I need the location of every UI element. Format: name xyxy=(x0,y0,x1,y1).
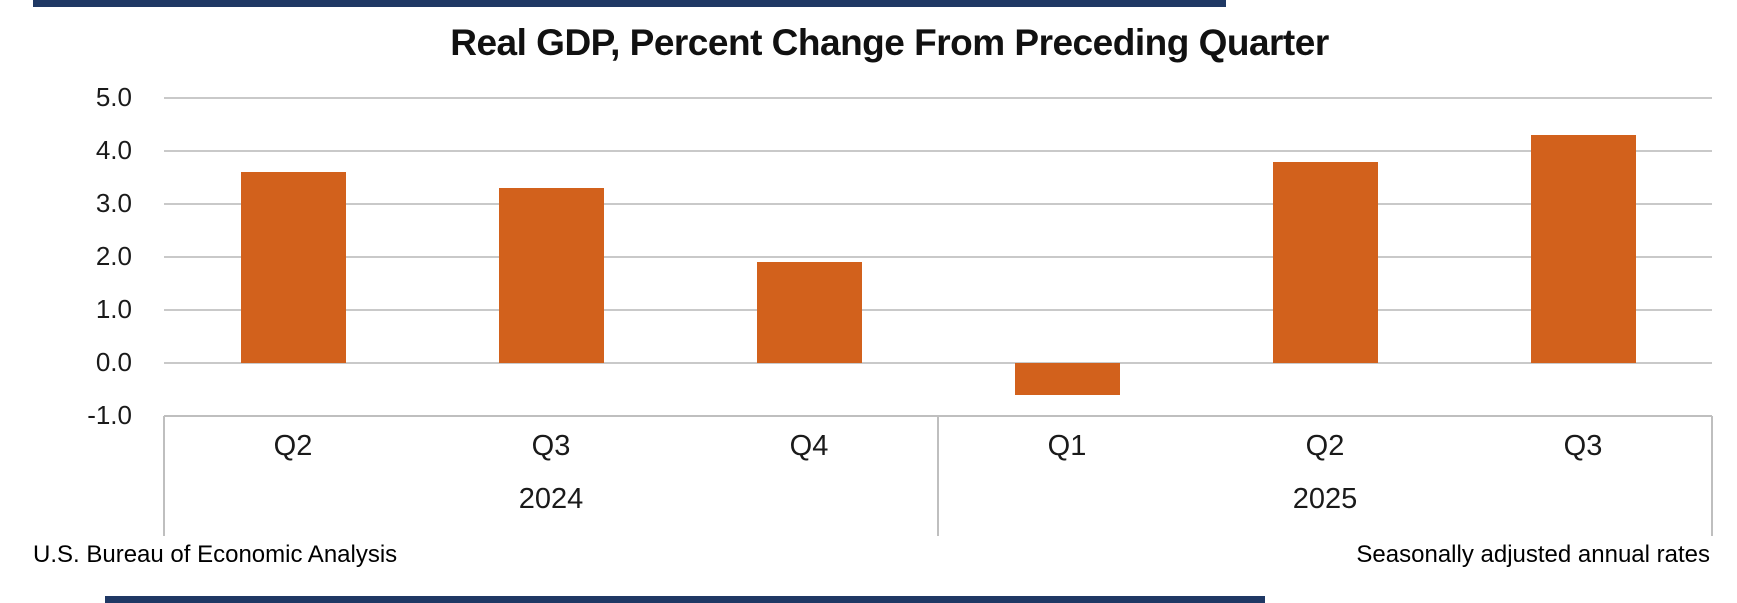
category-axis-divider xyxy=(937,416,939,536)
source-note: U.S. Bureau of Economic Analysis xyxy=(33,541,398,568)
bar-q2-2025 xyxy=(1272,161,1378,363)
bar-q1-2025 xyxy=(1014,363,1120,395)
y-axis-tick-label: -1.0 xyxy=(87,400,132,430)
y-axis-tick-label: 4.0 xyxy=(95,135,132,165)
bar-q3-2025 xyxy=(1530,135,1636,363)
x-axis-year-label: 2024 xyxy=(518,483,584,515)
y-axis-tick-label: 1.0 xyxy=(95,294,132,324)
gridline-3.0 xyxy=(164,203,1712,205)
x-axis-quarter-label: Q3 xyxy=(531,430,571,462)
x-axis-quarter-label: Q2 xyxy=(273,430,313,462)
gridline-0.0 xyxy=(164,362,1712,364)
bottom-navy-rule xyxy=(105,596,1265,603)
y-axis-tick-label: 2.0 xyxy=(95,241,132,271)
y-axis-tick-label: 0.0 xyxy=(95,347,132,377)
gridline-5.0 xyxy=(164,97,1712,99)
x-axis-quarter-label: Q4 xyxy=(789,430,829,462)
x-axis-quarter-label: Q2 xyxy=(1305,430,1345,462)
category-axis-divider xyxy=(163,416,165,536)
top-navy-rule xyxy=(33,0,1226,7)
y-axis-tick-label: 3.0 xyxy=(95,188,132,218)
gridline-1.0 xyxy=(164,309,1712,311)
gridline-2.0 xyxy=(164,256,1712,258)
chart-title: Real GDP, Percent Change From Preceding … xyxy=(450,22,1329,63)
x-axis-year-label: 2025 xyxy=(1292,483,1358,515)
bar-q2-2024 xyxy=(240,172,346,363)
gridline-4.0 xyxy=(164,150,1712,152)
bar-q3-2024 xyxy=(498,188,604,363)
category-axis-divider xyxy=(1711,416,1713,536)
x-axis-quarter-label: Q1 xyxy=(1047,430,1087,462)
rate-note: Seasonally adjusted annual rates xyxy=(1356,541,1710,568)
y-axis-tick-label: 5.0 xyxy=(95,82,132,112)
bar-q4-2024 xyxy=(756,262,862,363)
x-axis-quarter-label: Q3 xyxy=(1563,430,1603,462)
